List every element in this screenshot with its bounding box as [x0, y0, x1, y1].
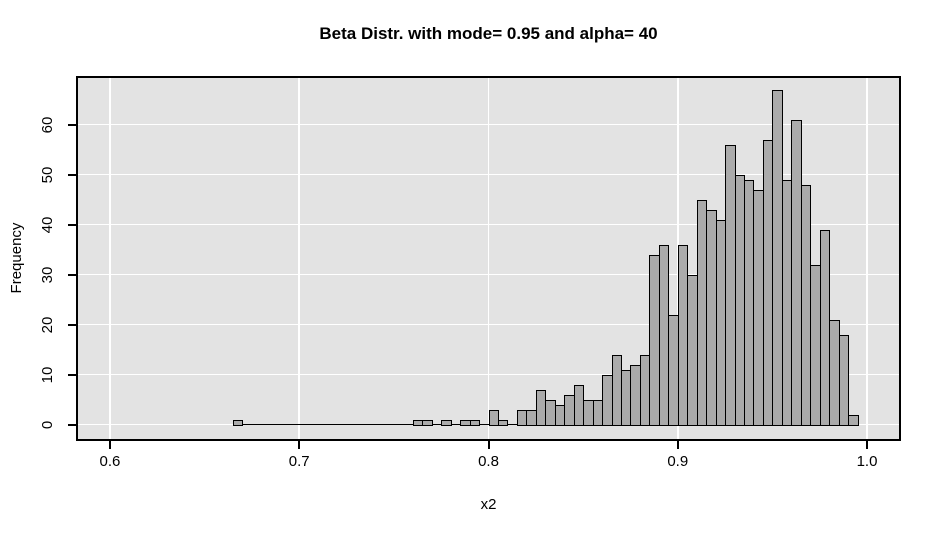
gridline-horizontal	[78, 173, 899, 176]
chart-title: Beta Distr. with mode= 0.95 and alpha= 4…	[319, 24, 658, 43]
histogram-zero-bin	[289, 424, 301, 425]
histogram-bar	[838, 334, 850, 426]
gridline-vertical	[298, 78, 300, 439]
histogram-zero-bin	[356, 424, 367, 425]
histogram-bar	[469, 419, 481, 426]
histogram-zero-bin	[270, 424, 282, 425]
histogram-zero-bin	[261, 424, 272, 425]
x-tick-label: 0.6	[99, 453, 121, 470]
histogram-bar	[441, 419, 452, 426]
x-axis-tick	[487, 441, 490, 449]
histogram-zero-bin	[280, 424, 291, 425]
y-axis-tick	[68, 373, 76, 376]
plot-panel	[76, 76, 901, 441]
histogram-zero-bin	[299, 424, 310, 425]
histogram-zero-bin	[384, 424, 395, 425]
x-tick-label: 0.7	[288, 453, 310, 470]
y-tick-label: 60	[39, 116, 56, 133]
y-axis-tick	[68, 223, 76, 226]
gridline-horizontal	[78, 373, 899, 376]
histogram-zero-bin	[365, 424, 376, 425]
gridline-vertical	[109, 78, 111, 439]
x-tick-label: 1.0	[856, 453, 878, 470]
histogram-zero-bin	[479, 424, 490, 425]
y-axis-tick	[68, 123, 76, 126]
histogram-zero-bin	[318, 424, 329, 425]
x-tick-label: 0.8	[478, 453, 499, 470]
y-axis-tick	[68, 423, 76, 426]
gridline-horizontal	[78, 273, 899, 276]
histogram-bar	[233, 419, 244, 426]
histogram-zero-bin	[431, 424, 443, 425]
histogram-bar	[422, 419, 433, 426]
histogram-zero-bin	[308, 424, 320, 425]
histogram-zero-bin	[327, 424, 339, 425]
x-axis-tick	[676, 441, 679, 449]
histogram-zero-bin	[403, 424, 414, 425]
histogram-zero-bin	[507, 424, 518, 425]
gridline-vertical	[866, 78, 868, 439]
histogram-zero-bin	[346, 424, 357, 425]
y-axis-label: Frequency	[8, 222, 25, 294]
histogram-zero-bin	[374, 424, 386, 425]
histogram-bar	[488, 409, 499, 426]
histogram-zero-bin	[337, 424, 348, 425]
histogram-zero-bin	[393, 424, 405, 425]
y-axis-tick	[68, 273, 76, 276]
x-axis-tick	[298, 441, 301, 449]
x-axis-tick	[866, 441, 868, 449]
y-axis-tick	[68, 323, 76, 326]
y-axis-tick	[68, 173, 76, 176]
histogram-zero-bin	[450, 424, 462, 425]
gridline-vertical	[487, 78, 490, 439]
x-tick-label: 0.9	[667, 453, 689, 470]
x-axis-tick	[108, 441, 111, 449]
gridline-horizontal	[78, 223, 899, 226]
histogram-bar	[848, 414, 859, 426]
histogram-bar	[497, 419, 509, 426]
x-axis-label: x2	[480, 496, 497, 513]
histogram-zero-bin	[242, 424, 253, 425]
gridline-horizontal	[78, 123, 899, 126]
histogram-zero-bin	[251, 424, 263, 425]
gridline-horizontal	[78, 323, 899, 326]
